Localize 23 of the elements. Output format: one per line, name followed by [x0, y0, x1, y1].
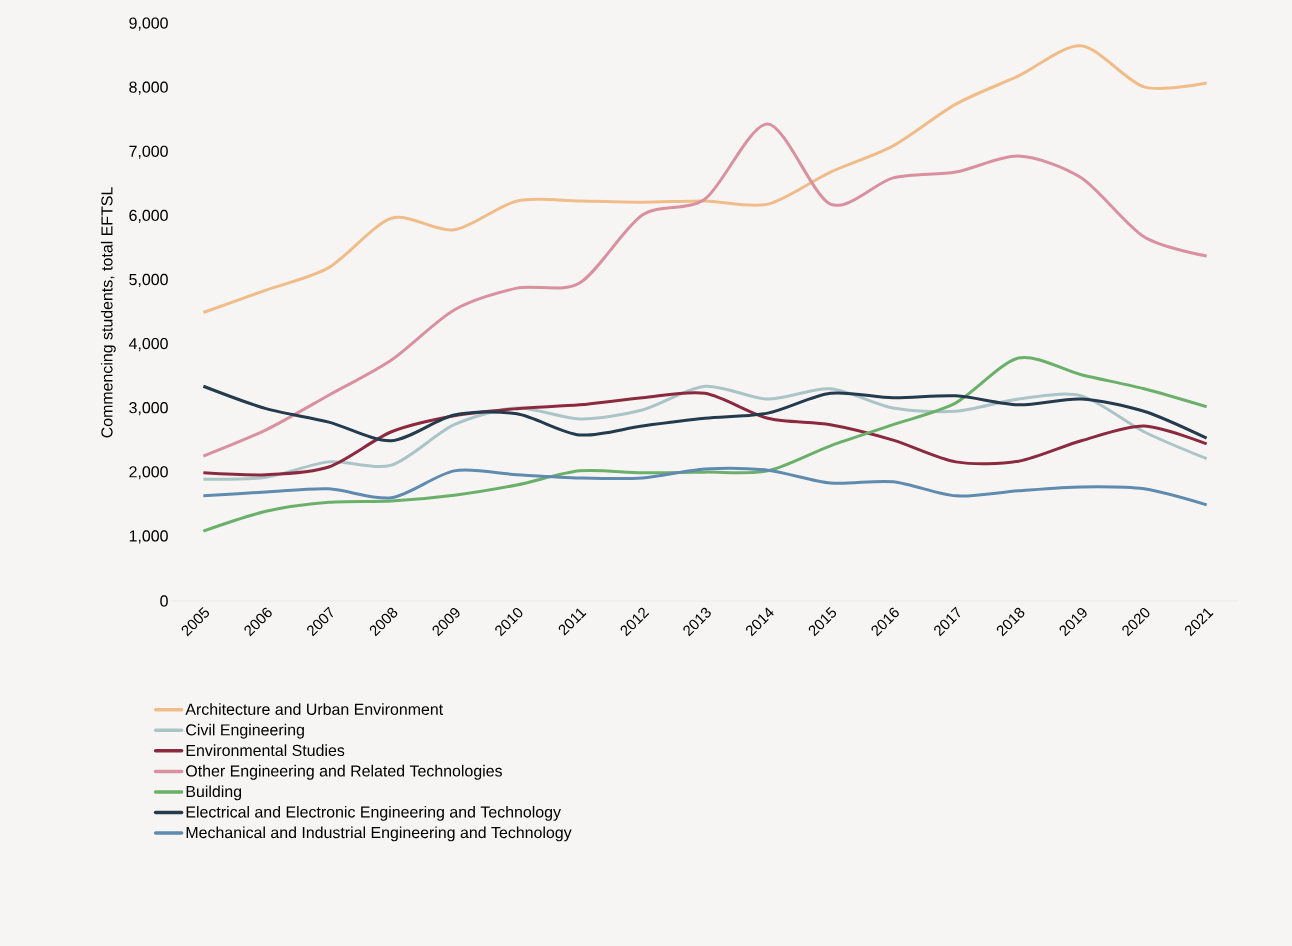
- legend-label: Mechanical and Industrial Engineering and Technology: [186, 826, 572, 842]
- legend-label: Environmental Studies: [186, 744, 345, 757]
- y-tick-label: 3,000: [129, 402, 168, 416]
- y-tick-label: 7,000: [129, 145, 168, 159]
- y-tick-label: 6,000: [129, 209, 168, 223]
- line-series: [201, 384, 1209, 443]
- y-tick-label: 8,000: [129, 81, 168, 95]
- legend-label: Building: [186, 785, 242, 801]
- y-axis-title: Commencing students, total EFTSL: [100, 187, 116, 438]
- line-series: [201, 466, 1209, 507]
- y-tick-label: 2,000: [129, 466, 168, 480]
- y-tick-label: 0: [160, 595, 168, 607]
- line-series: [201, 356, 1209, 533]
- line-series: [201, 122, 1209, 458]
- legend-label: Electrical and Electronic Engineering and Technology: [186, 805, 561, 821]
- y-tick-label: 4,000: [128, 337, 168, 352]
- legend-label: Civil Engineering: [186, 723, 304, 739]
- y-tick-label: 1,000: [129, 530, 168, 544]
- y-tick-label: 5,000: [129, 273, 168, 288]
- legend-label: Architecture and Urban Environment: [185, 703, 444, 715]
- line-series: [201, 44, 1209, 314]
- legend-label: Other Engineering and Related Technologies: [186, 764, 502, 780]
- y-tick-label: 9,000: [129, 17, 168, 31]
